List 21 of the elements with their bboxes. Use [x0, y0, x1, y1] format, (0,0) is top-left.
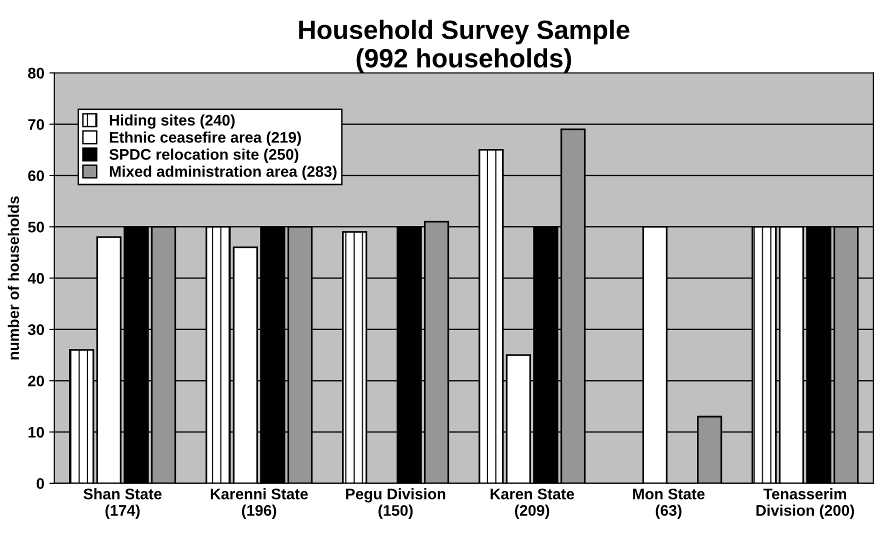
y-tick-label: 10	[28, 426, 44, 438]
y-axis-title: number of households	[8, 196, 20, 360]
y-tick-label: 80	[28, 68, 44, 79]
y-tick-label: 40	[28, 272, 44, 284]
legend-label: Hiding sites (240)	[110, 114, 235, 129]
y-tick-label: 30	[28, 324, 44, 336]
legend-label: SPDC relocation site (250)	[109, 148, 298, 163]
x-tick-label: Karen State (209)	[490, 488, 574, 519]
x-tick-label: Karenni State (196)	[210, 488, 308, 519]
y-tick-label: 60	[28, 170, 44, 182]
legend-label: Mixed administration area (283)	[110, 166, 337, 180]
x-tick-label: Shan State (174)	[84, 488, 162, 519]
y-tick-label: 50	[28, 222, 44, 232]
x-tick-label: Pegu Division (150)	[346, 488, 446, 519]
chart-title: Household Survey Sample (992 households)	[299, 20, 630, 73]
x-tick-label: Tenasserim Division (200)	[756, 488, 854, 519]
x-tick-label: Mon State (63)	[633, 488, 705, 519]
y-tick-label: 70	[28, 119, 44, 130]
y-tick-label: 20	[28, 376, 44, 386]
y-tick-label: 0	[36, 478, 44, 489]
legend-label: Ethnic ceasefire area (219)	[110, 132, 301, 146]
